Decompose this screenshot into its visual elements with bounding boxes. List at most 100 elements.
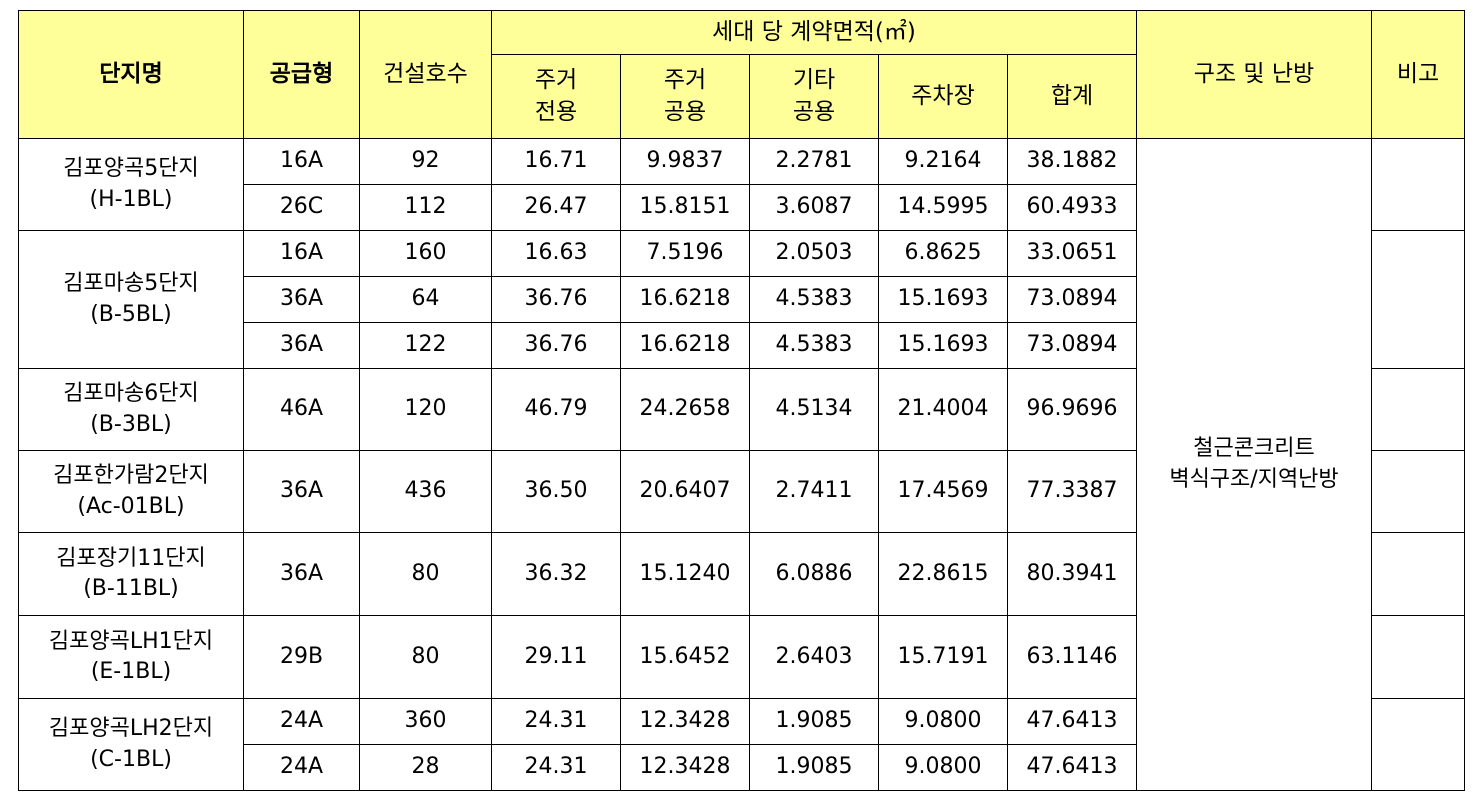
construction-units-cell: 160 bbox=[359, 230, 492, 277]
table-row: 김포양곡LH2단지 (C-1BL) 24A 360 24.31 12.3428 1.908… bbox=[18, 698, 1465, 791]
complex-name-cell: 김포장기11단지 (B-11BL) bbox=[18, 532, 244, 616]
complex-name-cell: 김포양곡LH2단지 (C-1BL) bbox=[18, 698, 244, 791]
residential-common-cell: 15.8151 bbox=[620, 184, 750, 231]
structure-heating-cell: 철근콘크리트 벽식구조/지역난방 bbox=[1136, 138, 1372, 791]
residential-exclusive-cell: 24.31 bbox=[491, 698, 621, 745]
other-common-cell: 2.2781 bbox=[749, 138, 879, 185]
residential-exclusive-cell: 16.63 bbox=[491, 230, 621, 277]
construction-units-cell: 92 bbox=[359, 138, 492, 185]
complex-name-cell: 김포양곡LH1단지 (E-1BL) bbox=[18, 615, 244, 699]
complex-name-cell: 김포마송5단지 (B-5BL) bbox=[18, 230, 244, 369]
parking-cell: 15.7191 bbox=[878, 615, 1008, 699]
residential-common-cell: 16.6218 bbox=[620, 276, 750, 323]
supply-type-cell: 36A bbox=[243, 532, 360, 616]
total-cell: 47.6413 bbox=[1007, 744, 1137, 791]
parking-cell: 17.4569 bbox=[878, 450, 1008, 533]
table-row: 36A 64 36.76 16.6218 4.5383 15.1693 73.0894 bbox=[19, 276, 1465, 323]
construction-units-cell: 122 bbox=[359, 322, 492, 369]
residential-exclusive-cell: 16.71 bbox=[491, 138, 621, 185]
construction-units-cell: 28 bbox=[359, 744, 492, 791]
residential-common-cell: 9.9837 bbox=[620, 138, 750, 185]
other-common-cell: 1.9085 bbox=[749, 698, 879, 745]
other-common-cell: 2.6403 bbox=[749, 615, 879, 699]
remarks-cell bbox=[1371, 230, 1465, 369]
residential-exclusive-cell: 29.11 bbox=[491, 615, 621, 699]
total-cell: 60.4933 bbox=[1007, 184, 1137, 231]
total-cell: 63.1146 bbox=[1007, 615, 1137, 699]
total-cell: 96.9696 bbox=[1007, 368, 1137, 451]
other-common-cell: 2.0503 bbox=[749, 230, 879, 277]
remarks-cell bbox=[1371, 138, 1465, 231]
residential-exclusive-cell: 26.47 bbox=[491, 184, 621, 231]
total-cell: 73.0894 bbox=[1007, 322, 1137, 369]
supply-type-cell: 26C bbox=[243, 184, 360, 231]
complex-name-cell: 김포한가람2단지 (Ac-01BL) bbox=[18, 450, 244, 533]
header-construction-units: 건설호수 bbox=[359, 10, 492, 139]
supply-type-cell: 46A bbox=[243, 368, 360, 451]
supply-type-cell: 16A bbox=[243, 138, 360, 185]
header-residential-exclusive: 주거 전용 bbox=[491, 54, 621, 139]
construction-units-cell: 120 bbox=[359, 368, 492, 451]
header-residential-common: 주거 공용 bbox=[620, 54, 750, 139]
residential-exclusive-cell: 36.32 bbox=[491, 532, 621, 616]
other-common-cell: 1.9085 bbox=[749, 744, 879, 791]
table-row: 김포마송5단지 (B-5BL) 16A 160 16.63 7.5196 2.0503 6.… bbox=[18, 230, 1465, 369]
parking-cell: 22.8615 bbox=[878, 532, 1008, 616]
table-row: 김포한가람2단지 (Ac-01BL) 36A 436 36.50 20.6407 2.74… bbox=[18, 450, 1465, 533]
supply-type-cell: 24A bbox=[243, 698, 360, 745]
residential-common-cell: 20.6407 bbox=[620, 450, 750, 533]
supply-type-cell: 36A bbox=[243, 450, 360, 533]
parking-cell: 15.1693 bbox=[878, 276, 1008, 323]
header-total: 합계 bbox=[1007, 54, 1137, 139]
remarks-cell bbox=[1371, 615, 1465, 699]
other-common-cell: 2.7411 bbox=[749, 450, 879, 533]
supply-type-cell: 36A bbox=[243, 276, 360, 323]
parking-cell: 21.4004 bbox=[878, 368, 1008, 451]
supply-type-cell: 16A bbox=[243, 230, 360, 277]
table-row: 김포양곡LH1단지 (E-1BL) 29B 80 29.11 15.6452 2.6403… bbox=[18, 615, 1465, 699]
parking-cell: 14.5995 bbox=[878, 184, 1008, 231]
header-parking: 주차장 bbox=[878, 54, 1008, 139]
total-cell: 47.6413 bbox=[1007, 698, 1137, 745]
residential-common-cell: 15.1240 bbox=[620, 532, 750, 616]
header-remarks: 비고 bbox=[1371, 10, 1465, 139]
residential-exclusive-cell: 36.76 bbox=[491, 276, 621, 323]
other-common-cell: 6.0886 bbox=[749, 532, 879, 616]
total-cell: 33.0651 bbox=[1007, 230, 1137, 277]
construction-units-cell: 64 bbox=[359, 276, 492, 323]
total-cell: 73.0894 bbox=[1007, 276, 1137, 323]
residential-common-cell: 24.2658 bbox=[620, 368, 750, 451]
remarks-cell bbox=[1371, 532, 1465, 616]
construction-units-cell: 80 bbox=[359, 532, 492, 616]
residential-common-cell: 15.6452 bbox=[620, 615, 750, 699]
parking-cell: 6.8625 bbox=[878, 230, 1008, 277]
construction-units-cell: 360 bbox=[359, 698, 492, 745]
construction-units-cell: 80 bbox=[359, 615, 492, 699]
parking-cell: 15.1693 bbox=[878, 322, 1008, 369]
remarks-cell bbox=[1371, 450, 1465, 533]
parking-cell: 9.0800 bbox=[878, 698, 1008, 745]
residential-common-cell: 7.5196 bbox=[620, 230, 750, 277]
total-cell: 77.3387 bbox=[1007, 450, 1137, 533]
header-structure-heating: 구조 및 난방 bbox=[1136, 10, 1372, 139]
complex-name-cell: 김포마송6단지 (B-3BL) bbox=[18, 368, 244, 451]
supply-type-cell: 29B bbox=[243, 615, 360, 699]
header-complex-name: 단지명 bbox=[18, 10, 244, 139]
remarks-cell bbox=[1371, 368, 1465, 451]
table-row: 24A 28 24.31 12.3428 1.9085 9.0800 47.6413 bbox=[19, 744, 1465, 791]
complex-name-cell: 김포양곡5단지 (H-1BL) bbox=[18, 138, 244, 231]
construction-units-cell: 112 bbox=[359, 184, 492, 231]
residential-common-cell: 12.3428 bbox=[620, 744, 750, 791]
table-row: 김포장기11단지 (B-11BL) 36A 80 36.32 15.1240 6.0886… bbox=[18, 532, 1465, 616]
total-cell: 80.3941 bbox=[1007, 532, 1137, 616]
parking-cell: 9.0800 bbox=[878, 744, 1008, 791]
total-cell: 38.1882 bbox=[1007, 138, 1137, 185]
other-common-cell: 4.5383 bbox=[749, 276, 879, 323]
supply-type-cell: 36A bbox=[243, 322, 360, 369]
residential-exclusive-cell: 24.31 bbox=[491, 744, 621, 791]
other-common-cell: 4.5134 bbox=[749, 368, 879, 451]
table-row: 36A 122 36.76 16.6218 4.5383 15.1693 73.0894 bbox=[19, 322, 1465, 369]
table-body: 김포양곡5단지 (H-1BL) 16A 92 16.71 9.9837 2.2781 9.2… bbox=[18, 138, 1465, 791]
residential-exclusive-cell: 46.79 bbox=[491, 368, 621, 451]
residential-exclusive-cell: 36.50 bbox=[491, 450, 621, 533]
